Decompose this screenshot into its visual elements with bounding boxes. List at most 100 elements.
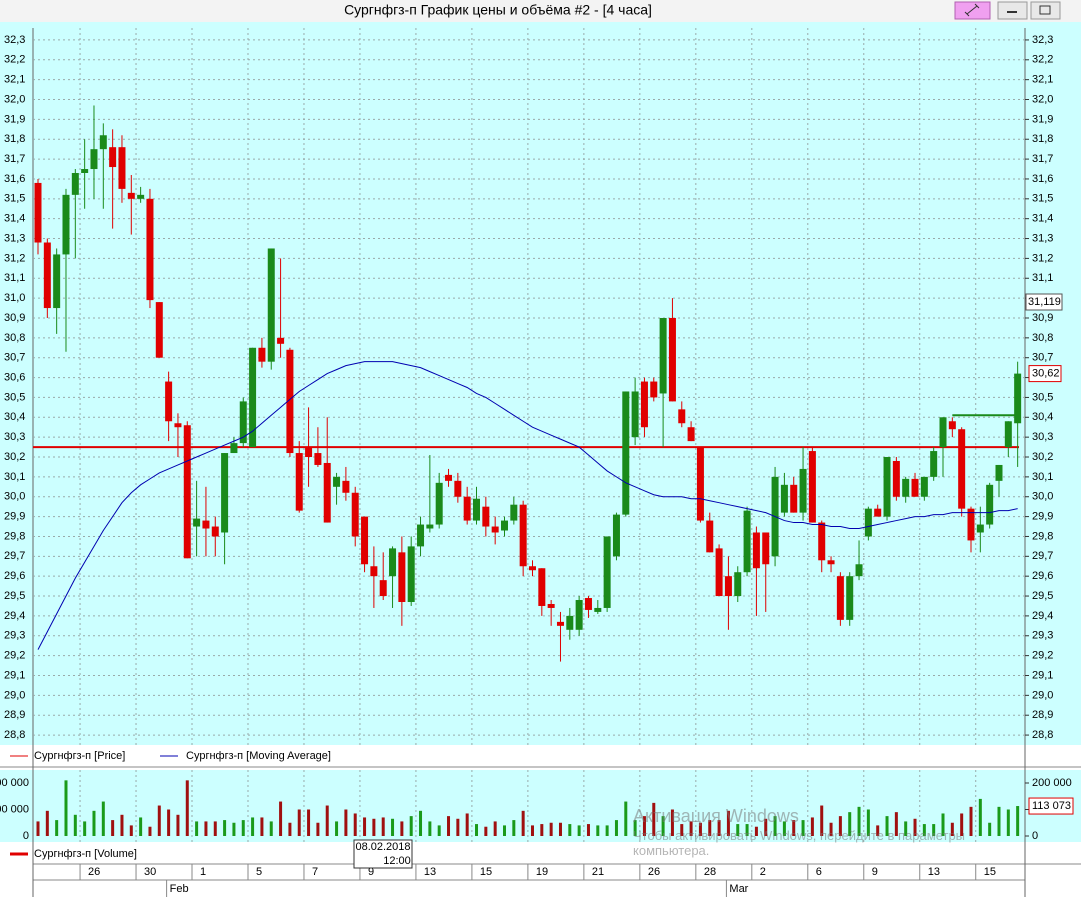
candle-body [902, 478, 910, 497]
y-tick-label: 30,9 [1032, 312, 1053, 324]
volume-bar [932, 824, 936, 836]
legend-label: Сургнфгз-п [Moving Average] [186, 750, 331, 762]
y-tick-label: 28,9 [1032, 709, 1053, 721]
candle-body [864, 508, 872, 537]
candle-body [612, 514, 620, 557]
candle-body [398, 552, 406, 602]
y-tick-label: 30,0 [4, 491, 25, 503]
candle-body [743, 510, 751, 573]
y-tick-label: 31,6 [1032, 173, 1053, 185]
price-legend-area [0, 745, 1081, 767]
last-price-box [1028, 365, 1062, 383]
candle-body [799, 468, 807, 513]
candle-body [659, 317, 667, 394]
y-tick-label: 0 [1032, 830, 1038, 842]
volume-bar [614, 820, 618, 836]
candle-body [379, 580, 387, 597]
y-tick-label: 30,5 [1032, 391, 1053, 403]
volume-bar [670, 809, 674, 836]
volume-bar [101, 801, 105, 836]
x-tick-label: 9 [368, 866, 374, 878]
candle-body [454, 480, 462, 497]
last-volume-label: 113 073 [1032, 800, 1071, 812]
y-tick-label: 29,0 [1032, 689, 1053, 701]
candle-body [687, 427, 695, 442]
volume-bar [782, 821, 786, 836]
volume-bar [213, 821, 217, 836]
candle-body [174, 423, 182, 428]
y-tick-label: 32,1 [4, 74, 25, 86]
volume-bar [913, 818, 917, 836]
candle-body [715, 548, 723, 597]
y-tick-label: 31,3 [4, 232, 25, 244]
volume-bar [64, 780, 68, 836]
volume-bar [36, 821, 40, 836]
y-tick-label: 30,3 [1032, 431, 1053, 443]
candle-body [874, 508, 882, 517]
volume-bar [857, 806, 861, 836]
volume-bar [55, 820, 59, 836]
candle-body [165, 381, 173, 422]
month-label: Mar [729, 883, 748, 895]
volume-bar [307, 809, 311, 836]
volume-bar [764, 818, 768, 836]
candle-body [603, 536, 611, 608]
volume-bar [922, 824, 926, 836]
link-button[interactable] [954, 1, 991, 20]
volume-bar [129, 825, 133, 836]
y-tick-label: 29,1 [1032, 669, 1053, 681]
candle-body [407, 546, 415, 602]
y-tick-label: 29,5 [1032, 590, 1053, 602]
candle-body [286, 349, 294, 454]
y-tick-label: 31,4 [4, 213, 25, 225]
volume-bar [754, 826, 758, 836]
y-tick-label: 32,2 [1032, 54, 1053, 66]
candle-body [724, 576, 732, 597]
y-tick-label: 100 000 [0, 803, 29, 815]
y-tick-label: 31,8 [1032, 133, 1053, 145]
volume-bar [820, 805, 824, 836]
candle-body [780, 484, 788, 513]
restore-button[interactable] [1030, 1, 1061, 20]
candle-body [127, 192, 135, 199]
y-tick-label: 30,8 [4, 332, 25, 344]
volume-bar [689, 821, 693, 836]
y-tick-label: 28,8 [1032, 729, 1053, 741]
volume-bar [260, 817, 264, 836]
last-price-label: 30,62 [1032, 368, 1060, 380]
candle-body [631, 391, 639, 438]
y-tick-label: 29,7 [1032, 550, 1053, 562]
volume-bar [111, 820, 115, 836]
x-tick-label: 6 [816, 866, 822, 878]
x-tick-label: 1 [200, 866, 206, 878]
volume-bar [456, 818, 460, 836]
volume-bar [540, 824, 544, 836]
candle-body [295, 453, 303, 511]
candle-body [109, 147, 117, 168]
candle-body [920, 476, 928, 497]
y-tick-label: 31,0 [4, 292, 25, 304]
candle-body [1004, 421, 1012, 448]
volume-bar [363, 817, 367, 836]
candle-body [790, 484, 798, 513]
candle-body [34, 182, 42, 243]
legend-label: Сургнфгз-п [Price] [34, 750, 125, 762]
volume-bar [577, 825, 581, 836]
volume-bar [83, 821, 87, 836]
y-tick-label: 29,6 [1032, 570, 1053, 582]
volume-bar [45, 810, 49, 836]
y-tick-label: 32,0 [4, 93, 25, 105]
y-tick-label: 31,3 [1032, 232, 1053, 244]
volume-bar [1006, 809, 1010, 836]
y-tick-label: 200 000 [1032, 777, 1072, 789]
volume-bar [148, 826, 152, 836]
annotation: 31,119 [1028, 296, 1061, 308]
y-tick-label: 29,3 [4, 630, 25, 642]
y-tick-label: 30,6 [4, 371, 25, 383]
candle-body [995, 464, 1003, 481]
x-tick-label: 7 [312, 866, 318, 878]
minimize-button[interactable] [997, 1, 1028, 20]
y-tick-label: 29,9 [4, 511, 25, 523]
y-tick-label: 31,6 [4, 173, 25, 185]
